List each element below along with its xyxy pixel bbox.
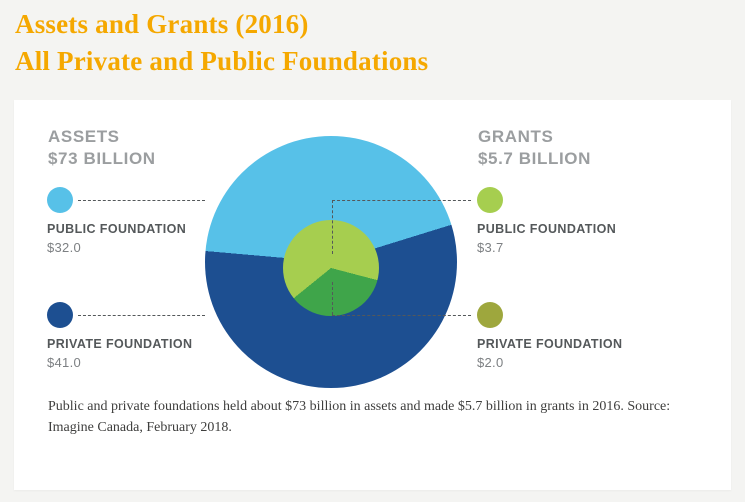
- grants-heading: GRANTS $5.7 BILLION: [478, 126, 591, 170]
- legend-label: PRIVATE FOUNDATION: [477, 337, 623, 351]
- legend-value: $41.0: [47, 355, 82, 370]
- grants-heading-amount: $5.7 BILLION: [478, 149, 592, 168]
- connector-line: [78, 200, 205, 201]
- connector-line: [332, 200, 333, 254]
- connector-line: [78, 315, 205, 316]
- legend-value: $32.0: [47, 240, 82, 255]
- legend-dot-assets-private: [47, 302, 73, 328]
- assets-heading: ASSETS $73 BILLION: [48, 126, 156, 170]
- legend-value: $3.7: [477, 240, 504, 255]
- page-title-line1: Assets and Grants (2016): [15, 9, 309, 39]
- connector-line: [332, 282, 333, 315]
- legend-dot-grants-public: [477, 187, 503, 213]
- page-title: Assets and Grants (2016) All Private and…: [15, 6, 428, 80]
- legend-dot-assets-public: [47, 187, 73, 213]
- assets-heading-amount: $73 BILLION: [48, 149, 156, 168]
- legend-grants-private: PRIVATE FOUNDATION $2.0: [477, 302, 637, 370]
- legend-dot-grants-private: [477, 302, 503, 328]
- legend-grants-public: PUBLIC FOUNDATION $3.7: [477, 187, 637, 255]
- connector-line: [332, 315, 471, 316]
- assets-heading-label: ASSETS: [48, 127, 120, 146]
- connector-line: [332, 200, 471, 201]
- grants-heading-label: GRANTS: [478, 127, 554, 146]
- chart-card: ASSETS $73 BILLION GRANTS $5.7 BILLION P…: [14, 100, 731, 490]
- legend-value: $2.0: [477, 355, 504, 370]
- grants-pie-chart: [283, 220, 379, 316]
- legend-label: PUBLIC FOUNDATION: [47, 222, 187, 236]
- legend-assets-public: PUBLIC FOUNDATION $32.0: [47, 187, 207, 255]
- source-caption: Public and private foundations held abou…: [48, 399, 671, 435]
- legend-assets-private: PRIVATE FOUNDATION $41.0: [47, 302, 207, 370]
- page-title-line2: All Private and Public Foundations: [15, 46, 429, 76]
- legend-label: PRIVATE FOUNDATION: [47, 337, 193, 351]
- legend-label: PUBLIC FOUNDATION: [477, 222, 617, 236]
